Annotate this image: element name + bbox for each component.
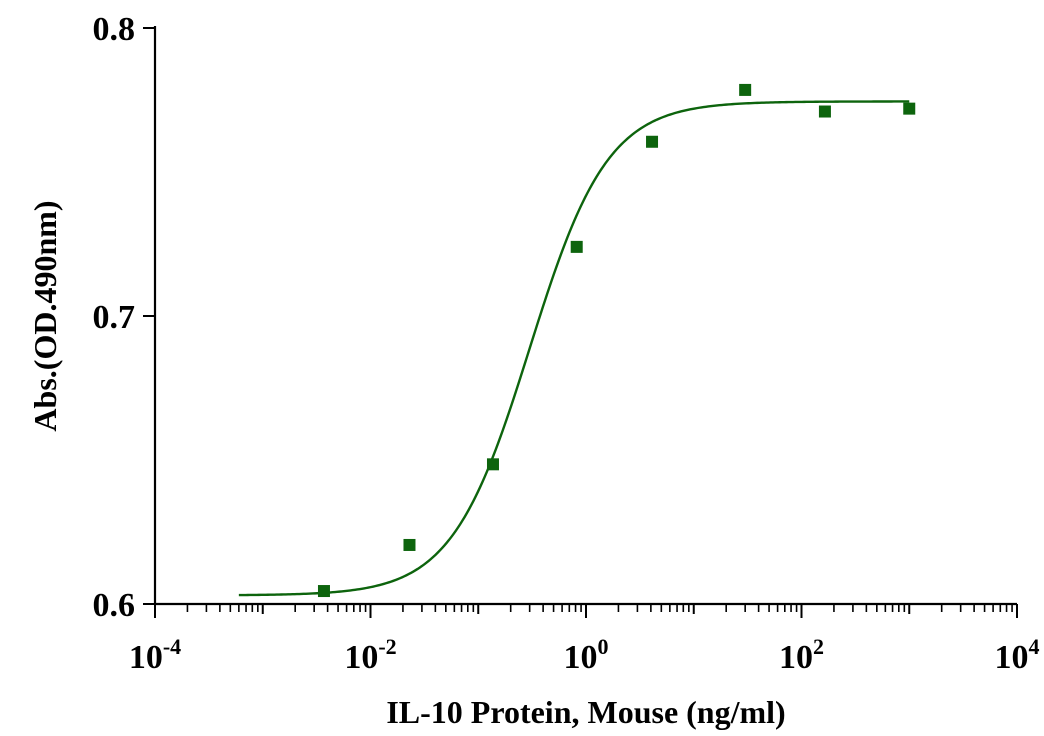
y-tick-label: 0.7	[93, 299, 136, 336]
x-tick-label: 102	[779, 634, 824, 676]
y-axis-title: Abs.(OD.490nm)	[27, 200, 63, 431]
data-point	[403, 538, 416, 551]
data-points	[317, 83, 916, 598]
data-point	[646, 135, 659, 148]
fit-curve	[238, 100, 910, 597]
data-point	[317, 585, 330, 598]
x-tick-label: 104	[995, 634, 1040, 676]
data-point	[903, 102, 916, 115]
x-tick-label: 10-2	[344, 634, 396, 676]
y-tick-label: 0.8	[93, 11, 136, 48]
ticks	[143, 27, 1018, 618]
data-point	[486, 458, 499, 471]
x-axis-title: IL-10 Protein, Mouse (ng/ml)	[386, 694, 785, 730]
x-tick-label: 100	[564, 634, 609, 676]
y-tick-label: 0.6	[93, 587, 136, 624]
data-point	[739, 83, 752, 96]
data-point	[570, 240, 583, 253]
data-point	[818, 105, 831, 118]
tick-labels: 0.6 0.7 0.8 10-4 10-2 100 102 104	[93, 11, 1040, 676]
axes	[153, 26, 1017, 606]
x-tick-label: 10-4	[129, 634, 181, 676]
